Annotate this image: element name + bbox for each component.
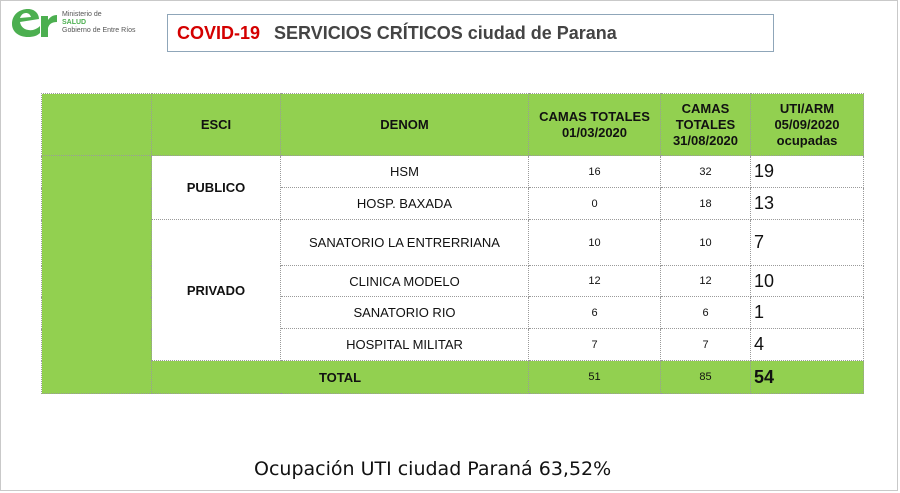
uti-cell: 10 <box>750 265 864 297</box>
uti-cell: 13 <box>750 187 864 220</box>
title-servicios: SERVICIOS CRÍTICOS ciudad de Parana <box>274 22 617 43</box>
uti-cell: 19 <box>750 155 864 188</box>
title-covid: COVID-19 <box>177 22 261 43</box>
page-title: COVID-19 SERVICIOS CRÍTICOS ciudad de Pa… <box>167 14 774 52</box>
total-uti: 54 <box>750 360 864 394</box>
camas-0103-cell: 0 <box>528 187 661 220</box>
camas-0103-cell: 12 <box>528 265 661 297</box>
total-label: TOTAL <box>151 360 529 394</box>
logo-text: Ministerio de SALUD Gobierno de Entre Rí… <box>62 11 136 35</box>
camas-3108-cell: 32 <box>660 155 751 188</box>
logo-line-salud: SALUD <box>62 19 87 26</box>
table-row: SANATORIO RIO 6 6 1 <box>42 296 864 329</box>
header-camas-0103: CAMAS TOTALES 01/03/2020 <box>528 93 661 156</box>
table-row: HOSPITAL MILITAR 7 7 4 <box>42 328 864 361</box>
table-row: CLINICA MODELO 12 12 10 <box>42 265 864 297</box>
header-esci: ESCI <box>151 93 281 156</box>
group-privado: PRIVADO <box>151 219 281 361</box>
total-camas-3108: 85 <box>660 360 751 394</box>
uti-cell: 1 <box>750 296 864 329</box>
camas-3108-cell: 7 <box>660 328 751 361</box>
denom-cell: HSM <box>280 155 529 188</box>
uti-cell: 4 <box>750 328 864 361</box>
occupancy-summary: Ocupación UTI ciudad Paraná 63,52% <box>254 458 612 480</box>
table-header-row: ESCI DENOM CAMAS TOTALES 01/03/2020 CAMA… <box>41 93 864 156</box>
denom-cell: HOSPITAL MILITAR <box>280 328 529 361</box>
denom-cell: CLINICA MODELO <box>280 265 529 297</box>
camas-3108-cell: 10 <box>660 219 751 266</box>
uti-cell: 7 <box>750 219 864 266</box>
table-row: PRIVADO SANATORIO LA ENTRERRIANA 10 10 7 <box>42 219 864 361</box>
er-logo-icon <box>12 9 57 37</box>
camas-0103-cell: 10 <box>528 219 661 266</box>
green-side-column <box>41 155 152 394</box>
logo-line-gobierno: Gobierno de Entre Ríos <box>62 27 136 34</box>
critical-services-table: ESCI DENOM CAMAS TOTALES 01/03/2020 CAMA… <box>41 93 864 394</box>
header-blank <box>41 93 152 156</box>
camas-0103-cell: 7 <box>528 328 661 361</box>
total-camas-0103: 51 <box>528 360 661 394</box>
camas-3108-cell: 12 <box>660 265 751 297</box>
header-denom: DENOM <box>280 93 529 156</box>
camas-0103-cell: 6 <box>528 296 661 329</box>
denom-cell: HOSP. BAXADA <box>280 187 529 220</box>
ministry-logo: Ministerio de SALUD Gobierno de Entre Rí… <box>8 6 168 42</box>
header-camas-3108: CAMAS TOTALES 31/08/2020 <box>660 93 751 156</box>
denom-cell: SANATORIO RIO <box>280 296 529 329</box>
table-row: HOSP. BAXADA 0 18 13 <box>42 187 864 220</box>
table-row: PUBLICO HSM 16 32 19 <box>41 155 864 394</box>
total-row: TOTAL 51 85 54 <box>42 360 864 394</box>
header-uti-arm: UTI/ARM 05/09/2020 ocupadas <box>750 93 864 156</box>
camas-3108-cell: 6 <box>660 296 751 329</box>
camas-3108-cell: 18 <box>660 187 751 220</box>
logo-line-ministry: Ministerio de <box>62 11 102 18</box>
denom-cell: SANATORIO LA ENTRERRIANA <box>280 219 529 266</box>
group-publico: PUBLICO <box>151 155 281 220</box>
camas-0103-cell: 16 <box>528 155 661 188</box>
